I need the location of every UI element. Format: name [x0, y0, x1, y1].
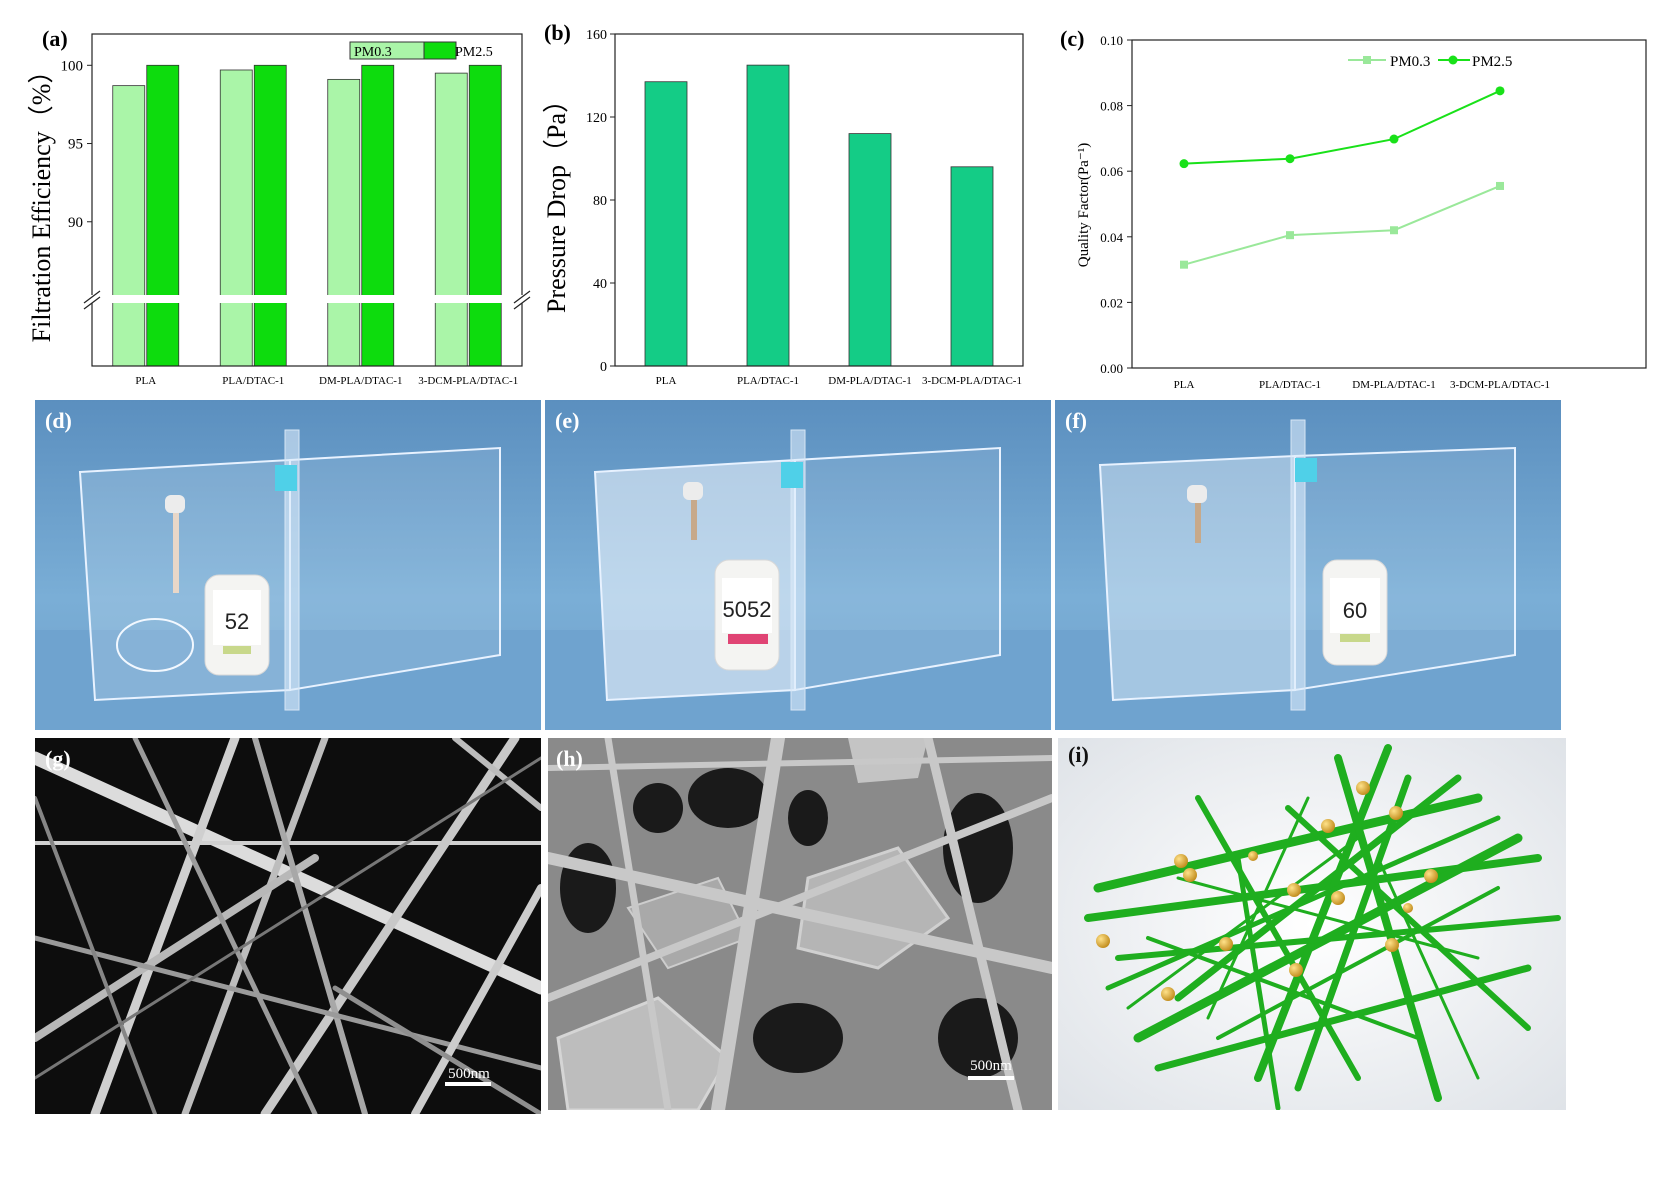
y-tick-label: 160: [586, 28, 607, 43]
bar-pressure-1: [746, 64, 790, 367]
sem-image-g: 500nm (g): [35, 738, 541, 1114]
plot-frame: [1131, 39, 1647, 369]
y-tick-label: 0.06: [1100, 164, 1123, 179]
point-pm03-3: [1496, 181, 1504, 190]
panel-label-i: (i): [1068, 742, 1089, 767]
axis-break: [88, 295, 528, 303]
y-tick-label: 0.08: [1100, 99, 1123, 114]
sensor-readout-e: 5052: [723, 597, 772, 622]
point-pm25-2: [1389, 134, 1399, 144]
panel-label-c: (c): [1060, 26, 1084, 51]
y-axis-label: Quality Factor(Pa⁻¹): [1076, 143, 1092, 267]
legend-label-pm03: PM0.3: [354, 45, 392, 60]
point-pm03-1: [1286, 231, 1294, 240]
bar-pm25-0: [146, 64, 180, 367]
sensor-readout-d: 52: [225, 609, 249, 634]
legend: PM0.3 PM2.5: [349, 41, 493, 60]
point-pm03-2: [1390, 226, 1398, 235]
legend-marker-circle: [1448, 55, 1458, 65]
x-tick-label: DM-PLA/DTAC-1: [1352, 379, 1435, 391]
photo-chamber-d: 52 (d): [35, 400, 541, 730]
sensor-readout-f: 60: [1343, 598, 1367, 623]
x-tick-label: 3-DCM-PLA/DTAC-1: [922, 375, 1022, 387]
legend: PM0.3 PM2.5: [1348, 54, 1512, 70]
panel-label-e: (e): [555, 408, 579, 433]
panel-label-h: (h): [556, 746, 583, 771]
series-line-pm25: [1183, 89, 1501, 165]
scale-bar-label-g: 500nm: [448, 1066, 490, 1082]
point-pm03-0: [1180, 260, 1188, 269]
panel-label-f: (f): [1065, 408, 1087, 433]
y-axis-label: Filtration Efficiency（%）: [27, 58, 56, 343]
y-tick-label: 120: [586, 111, 607, 126]
legend-label-pm03: PM0.3: [1390, 54, 1430, 70]
panel-label-d: (d): [45, 408, 72, 433]
bar-pm25-1: [253, 64, 287, 367]
series-line-pm03: [1183, 185, 1501, 266]
x-tick-label: PLA/DTAC-1: [737, 375, 799, 387]
point-pm25-1: [1285, 154, 1295, 164]
x-tick-label: PLA: [656, 375, 677, 387]
x-tick-label: PLA/DTAC-1: [222, 375, 284, 387]
panel-label-b: (b): [544, 20, 571, 45]
bar-pm25-2: [361, 64, 395, 367]
bar-pm03-1: [219, 69, 253, 367]
bar-pm03-3: [434, 72, 468, 367]
y-tick-label: 0.04: [1100, 230, 1123, 245]
sem-image-h: 500nm (h): [548, 738, 1052, 1110]
y-tick-label: 80: [593, 194, 607, 209]
x-tick-label: PLA/DTAC-1: [1259, 379, 1321, 391]
x-tick-label: 3-DCM-PLA/DTAC-1: [418, 375, 518, 387]
x-tick-label: DM-PLA/DTAC-1: [828, 375, 911, 387]
bar-pm25-3: [468, 64, 502, 367]
legend-label-pm25: PM2.5: [455, 45, 493, 60]
x-tick-label: PLA: [135, 375, 156, 387]
photo-chamber-f: 60 (f): [1055, 400, 1561, 730]
chart-filtration-efficiency: (a) 90 95 100 PLA PLA/DTAC-1 DM-PLA/DTAC-1 3-…: [27, 26, 531, 387]
x-tick-label: PLA: [1174, 379, 1195, 391]
y-tick-label: 0: [600, 360, 607, 375]
bar-pm03-0: [112, 85, 146, 367]
y-tick-label: 40: [593, 277, 607, 292]
chart-quality-factor: (c) 0.00 0.02 0.04 0.06 0.08 0.10 PLA PLA/DTAC…: [1060, 26, 1647, 391]
legend-swatch-pm25: [423, 41, 457, 60]
y-tick-label: 95: [68, 137, 83, 153]
y-tick-label: 0.02: [1100, 295, 1123, 310]
legend-marker-square: [1363, 56, 1371, 64]
x-tick-label: DM-PLA/DTAC-1: [319, 375, 402, 387]
bar-pm03-2: [327, 78, 361, 367]
plot-frame: [91, 33, 523, 367]
x-tick-label: 3-DCM-PLA/DTAC-1: [1450, 379, 1550, 391]
y-axis-label: Pressure Drop（Pa）: [542, 87, 571, 313]
panel-label-a: (a): [42, 26, 68, 51]
point-pm25-0: [1179, 159, 1189, 169]
panel-label-g: (g): [45, 746, 71, 771]
legend-label-pm25: PM2.5: [1472, 54, 1512, 70]
y-tick-label: 0.10: [1100, 33, 1123, 48]
bar-pressure-0: [644, 81, 688, 367]
point-pm25-3: [1495, 86, 1505, 96]
bar-pressure-3: [950, 166, 994, 367]
bar-pressure-2: [848, 133, 892, 367]
y-tick-label: 90: [68, 215, 83, 231]
y-tick-label: 0.00: [1100, 361, 1123, 376]
photo-chamber-e: 5052 (e): [545, 400, 1051, 730]
y-tick-label: 100: [61, 58, 84, 74]
scale-bar-label-h: 500nm: [970, 1058, 1012, 1074]
fiber-model-i: (i): [1058, 738, 1566, 1110]
chart-pressure-drop: (b) 0 40 80 120 160 PLA PLA/DTAC-1 DM-PLA/DTAC…: [542, 20, 1024, 387]
